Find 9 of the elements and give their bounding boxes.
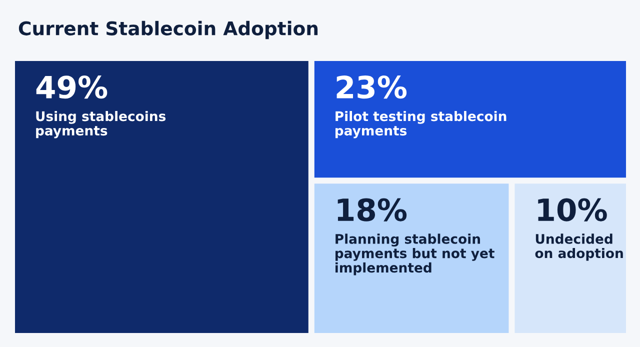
data-label: 23%	[336, 76, 407, 99]
data-label: 49%	[36, 76, 108, 99]
data-label: 18%	[338, 198, 407, 222]
data-label: 10%	[538, 198, 607, 222]
category-label: Using stablecoins payments	[36, 111, 166, 138]
category-label: Pilot testing stablecoin payments	[336, 111, 506, 138]
text: Current Stablecoin Adoption	[18, 20, 318, 40]
category-label: Planning stablecoin payments but not yet implemented	[336, 234, 494, 276]
category-label: Undecided on adoption	[535, 234, 623, 261]
